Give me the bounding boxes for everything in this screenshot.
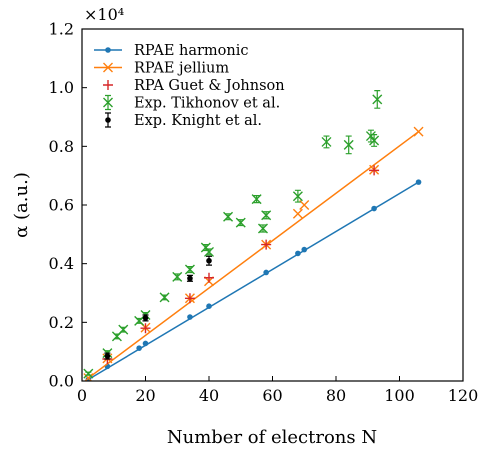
y-tick-label: 1.2 (49, 20, 74, 39)
data-point (301, 246, 308, 253)
data-point (371, 205, 377, 212)
legend-marker (103, 80, 113, 90)
y-tick-label: 0.2 (49, 313, 74, 332)
data-point (369, 165, 380, 176)
axis-ticks: 0 20 40 60 80 100 120 0.0 0.2 0.4 0.6 0.8 1.0 1.2 (49, 20, 479, 406)
legend-item: RPAE harmonic (94, 43, 249, 59)
y-tick-label: 0.6 (49, 196, 74, 215)
x-axis-title: Number of electrons N (167, 427, 377, 448)
data-point (206, 257, 212, 264)
data-point (140, 323, 151, 334)
legend-label: Exp. Knight et al. (134, 113, 262, 129)
data-point (187, 314, 193, 320)
legend-marker (105, 47, 111, 53)
data-point (104, 353, 111, 359)
data-point (299, 200, 310, 210)
legend-item: Exp. Tikhonov et al. (103, 94, 280, 112)
y-tick-label: 0.8 (49, 137, 74, 156)
data-point (251, 194, 262, 205)
data-point (223, 211, 234, 222)
data-point (261, 210, 272, 221)
series-line (87, 181, 419, 381)
y-tick-label: 0.4 (49, 254, 74, 273)
x-tick-label: 60 (262, 386, 282, 405)
x-tick-label: 120 (448, 386, 479, 405)
y-tick-label: 0.0 (49, 372, 74, 391)
x-tick-label: 100 (384, 386, 415, 405)
data-point (321, 136, 332, 147)
data-point (263, 269, 269, 276)
legend-item: RPA Guet & Johnson (103, 78, 285, 94)
series-3 (83, 90, 383, 379)
legend-label: RPAE jellium (134, 61, 229, 77)
series-4 (104, 255, 212, 360)
plot-data (83, 90, 424, 381)
data-point (261, 239, 272, 250)
data-point (413, 126, 424, 137)
legend-marker (105, 117, 111, 123)
x-tick-label: 20 (135, 386, 155, 405)
y-multiplier: ×10⁴ (84, 5, 124, 24)
data-point (292, 208, 303, 219)
data-point (204, 246, 214, 257)
data-point (83, 368, 94, 379)
legend-label: RPAE harmonic (134, 43, 249, 59)
data-point (257, 223, 268, 234)
y-tick-label: 1.0 (49, 78, 74, 97)
data-point (292, 191, 303, 202)
data-point (184, 293, 195, 304)
data-point (187, 275, 193, 282)
data-point (172, 271, 183, 282)
legend-marker (103, 97, 113, 108)
legend-item: Exp. Knight et al. (105, 112, 262, 129)
legend-label: RPA Guet & Johnson (134, 78, 285, 94)
data-point (142, 315, 149, 321)
x-tick-label: 0 (77, 386, 87, 405)
data-point (118, 324, 129, 335)
data-point (136, 345, 142, 351)
data-point (184, 264, 195, 275)
series-line (87, 131, 419, 379)
legend-item: RPAE jellium (94, 61, 229, 77)
series-0 (85, 179, 422, 381)
series-1 (83, 126, 424, 381)
legend-label: Exp. Tikhonov et al. (134, 96, 280, 112)
data-point (159, 292, 170, 303)
data-point (295, 250, 301, 257)
legend-marker (103, 62, 113, 73)
data-point (372, 94, 383, 105)
data-point (369, 135, 380, 146)
x-tick-label: 80 (326, 386, 346, 405)
data-point (206, 303, 212, 310)
data-point (415, 179, 422, 185)
data-point (343, 139, 354, 150)
data-point (204, 272, 214, 283)
data-point (142, 340, 149, 347)
x-tick-label: 40 (199, 386, 219, 405)
data-point (235, 217, 246, 228)
y-axis-title: α (a.u.) (11, 172, 32, 238)
